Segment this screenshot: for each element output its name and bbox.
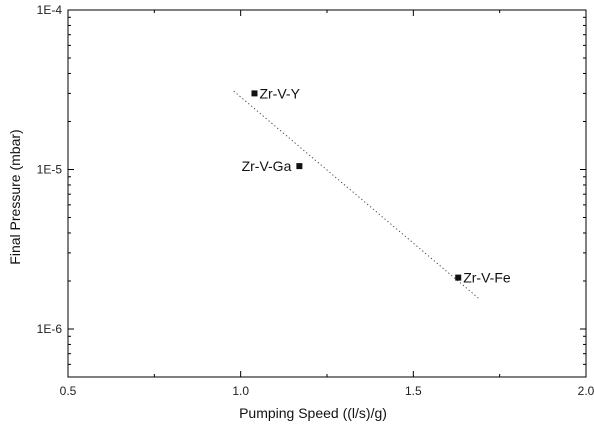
data-point <box>251 90 258 97</box>
data-point <box>455 274 462 281</box>
y-tick-label: 1E-5 <box>37 162 63 176</box>
plot-frame <box>67 9 587 378</box>
point-label: Zr-V-Fe <box>463 270 511 286</box>
x-tick-label: 1.5 <box>405 384 422 398</box>
y-tick-label: 1E-4 <box>37 3 63 17</box>
fit-line <box>233 90 480 300</box>
data-point <box>296 163 303 170</box>
point-label: Zr-V-Y <box>259 85 300 101</box>
x-axis-title: Pumping Speed ((l/s)/g) <box>239 405 387 421</box>
y-tick-label: 1E-6 <box>37 322 63 336</box>
y-axis-title: Final Pressure (mbar) <box>7 129 23 264</box>
x-tick-label: 1.0 <box>232 384 249 398</box>
x-tick-label: 2.0 <box>578 384 594 398</box>
x-tick-label: 0.5 <box>60 384 77 398</box>
point-label: Zr-V-Ga <box>242 158 292 174</box>
